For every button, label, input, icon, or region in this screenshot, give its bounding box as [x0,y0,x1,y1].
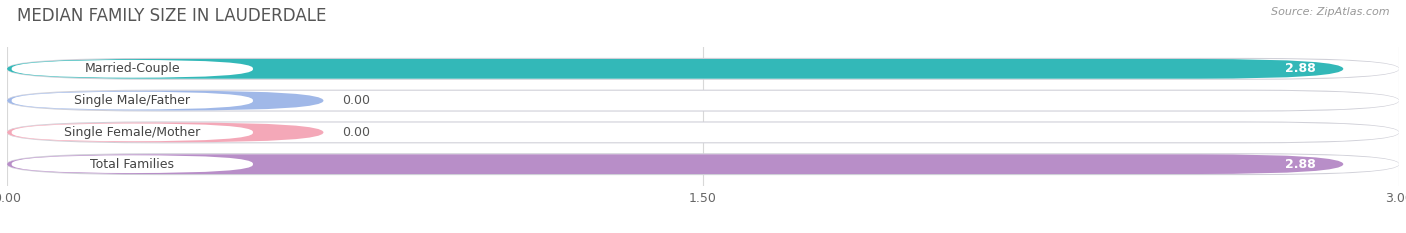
FancyBboxPatch shape [7,121,1399,143]
FancyBboxPatch shape [7,58,1399,80]
FancyBboxPatch shape [11,60,253,78]
Text: Single Male/Father: Single Male/Father [75,94,190,107]
Text: 0.00: 0.00 [342,126,370,139]
FancyBboxPatch shape [7,91,323,110]
Text: Married-Couple: Married-Couple [84,62,180,75]
Text: 2.88: 2.88 [1285,62,1316,75]
FancyBboxPatch shape [7,153,1399,175]
Text: MEDIAN FAMILY SIZE IN LAUDERDALE: MEDIAN FAMILY SIZE IN LAUDERDALE [17,7,326,25]
FancyBboxPatch shape [7,59,1343,79]
FancyBboxPatch shape [7,123,323,142]
FancyBboxPatch shape [11,155,253,173]
FancyBboxPatch shape [7,91,1399,110]
FancyBboxPatch shape [7,154,1399,174]
Text: 2.88: 2.88 [1285,158,1316,171]
Text: Single Female/Mother: Single Female/Mother [65,126,201,139]
FancyBboxPatch shape [11,92,253,110]
FancyBboxPatch shape [7,59,1399,79]
Text: Source: ZipAtlas.com: Source: ZipAtlas.com [1271,7,1389,17]
FancyBboxPatch shape [7,90,1399,112]
FancyBboxPatch shape [7,154,1343,174]
FancyBboxPatch shape [11,123,253,141]
Text: 0.00: 0.00 [342,94,370,107]
FancyBboxPatch shape [7,123,1399,142]
Text: Total Families: Total Families [90,158,174,171]
